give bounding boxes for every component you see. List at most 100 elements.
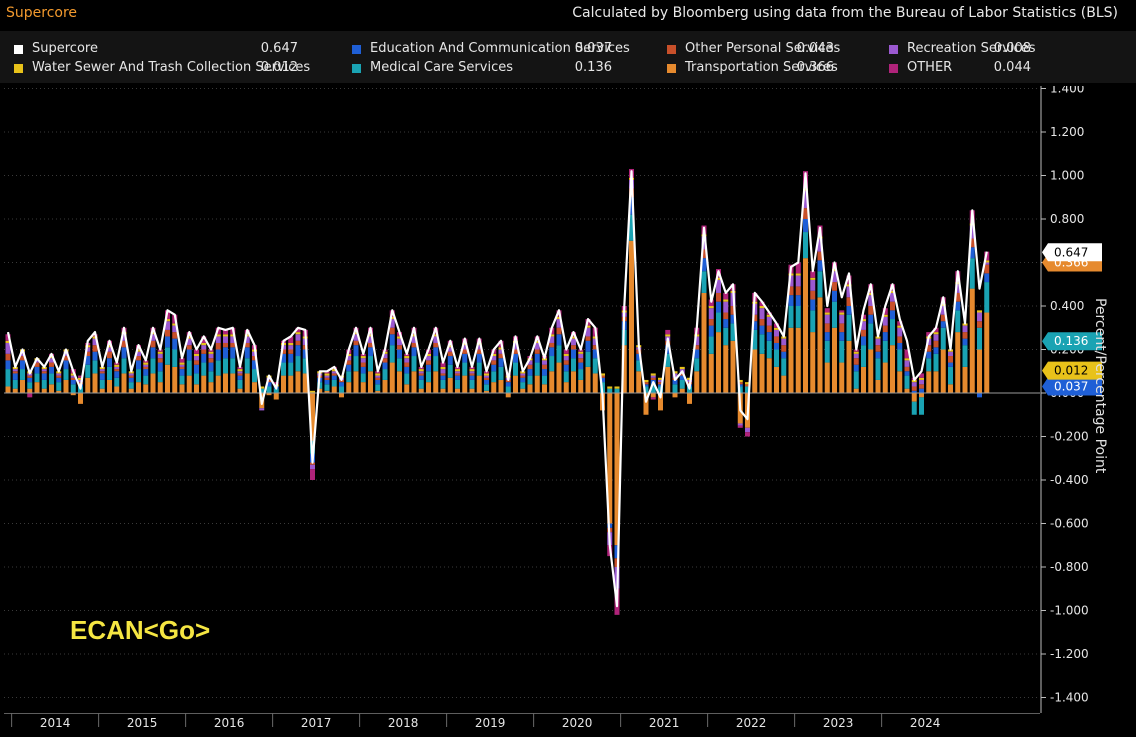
bar-other-personal-services (186, 345, 192, 350)
bar-other-personal-services (940, 314, 946, 322)
bar-education-and-communication-services (252, 360, 257, 370)
bar-recreation-services (766, 316, 772, 326)
bar-other (194, 349, 199, 354)
bar-recreation-services (737, 423, 743, 426)
bar-medical-care-services (223, 358, 228, 374)
bar-other (665, 329, 671, 335)
bar-recreation-services (824, 314, 830, 324)
bar-other-personal-services (56, 375, 62, 378)
bar-medical-care-services (839, 340, 845, 363)
legend-label[interactable]: Medical Care Services (370, 60, 513, 75)
bar-medical-care-services (774, 349, 779, 367)
bar-other-personal-services (375, 377, 381, 380)
bar-other-personal-services (592, 345, 598, 350)
bar-medical-care-services (919, 397, 924, 415)
bar-recreation-services (172, 325, 178, 333)
bar-other-personal-services (911, 386, 917, 391)
bar-education-and-communication-services (919, 388, 924, 393)
bar-other-personal-services (85, 351, 91, 357)
bar-water-sewer-and-trash-collection-services (875, 336, 881, 339)
ecan-watermark: ECAN<Go> (70, 615, 211, 645)
bar-education-and-communication-services (853, 364, 859, 372)
bar-recreation-services (774, 329, 779, 337)
bar-transportation-services (194, 384, 199, 393)
bar-transportation-services (266, 393, 272, 396)
bar-water-sewer-and-trash-collection-services (418, 369, 424, 372)
bar-water-sewer-and-trash-collection-services (672, 371, 678, 374)
bar-medical-care-services (730, 323, 736, 341)
bar-transportation-services (868, 349, 874, 393)
bar-water-sewer-and-trash-collection-services (708, 306, 714, 309)
bar-education-and-communication-services (926, 351, 932, 359)
bar-education-and-communication-services (585, 340, 591, 352)
bar-transportation-services (730, 340, 736, 393)
bar-recreation-services (513, 342, 518, 350)
legend-label[interactable]: Water Sewer And Trash Collection Service… (32, 60, 311, 75)
bar-recreation-services (201, 345, 207, 350)
legend-label[interactable]: Education And Communication Services (370, 41, 630, 56)
bar-recreation-services (324, 375, 330, 378)
bar-recreation-services (186, 338, 192, 346)
bar-education-and-communication-services (534, 353, 540, 363)
bar-education-and-communication-services (911, 390, 917, 393)
bar-recreation-services (397, 338, 402, 346)
bar-education-and-communication-services (121, 347, 127, 359)
bar-other-personal-services (824, 323, 830, 333)
bar-water-sewer-and-trash-collection-services (904, 358, 910, 361)
bar-medical-care-services (824, 340, 830, 363)
bar-recreation-services (911, 382, 917, 387)
bar-other-personal-services (679, 373, 685, 376)
bar-other-personal-services (962, 332, 968, 339)
y-tick-label: 1.200 (1050, 125, 1084, 139)
bar-other-personal-services (353, 340, 359, 346)
bar-education-and-communication-services (861, 336, 866, 346)
bar-other-personal-services (556, 327, 562, 335)
bar-education-and-communication-services (201, 353, 207, 363)
x-tick-label: 2023 (823, 716, 854, 730)
bar-medical-care-services (440, 379, 446, 389)
legend-label[interactable]: Supercore (32, 41, 98, 56)
bar-recreation-services (984, 262, 990, 265)
bar-recreation-services (694, 336, 700, 346)
bar-transportation-services (803, 258, 808, 393)
bar-transportation-services (150, 373, 156, 393)
bar-recreation-services (571, 338, 576, 346)
bar-recreation-services (890, 292, 895, 302)
bar-transportation-services (607, 393, 613, 524)
y-tick-label: -1.400 (1050, 691, 1089, 705)
bar-medical-care-services (56, 382, 62, 391)
bar-water-sewer-and-trash-collection-services (462, 342, 468, 346)
bar-water-sewer-and-trash-collection-services (716, 277, 721, 280)
legend-label[interactable]: Other Personal Services (685, 41, 841, 56)
bar-water-sewer-and-trash-collection-services (70, 373, 76, 376)
bar-education-and-communication-services (41, 373, 47, 380)
legend-label[interactable]: Recreation Services (907, 41, 1036, 56)
bar-medical-care-services (107, 366, 112, 380)
bar-medical-care-services (897, 349, 903, 372)
bar-water-sewer-and-trash-collection-services (839, 312, 845, 315)
bar-transportation-services (911, 393, 917, 402)
bar-recreation-services (527, 360, 533, 365)
legend-label[interactable]: OTHER (907, 60, 953, 75)
bar-education-and-communication-services (984, 273, 990, 283)
bar-medical-care-services (571, 358, 576, 372)
bar-medical-care-services (810, 310, 816, 333)
bar-education-and-communication-services (215, 349, 221, 361)
bar-water-sewer-and-trash-collection-services (157, 351, 163, 354)
bar-transportation-services (288, 375, 294, 393)
bar-water-sewer-and-trash-collection-services (549, 334, 555, 337)
bar-transportation-services (948, 384, 953, 393)
bar-water-sewer-and-trash-collection-services (571, 336, 576, 339)
bar-transportation-services (107, 379, 112, 393)
bar-other-personal-services (890, 301, 895, 311)
bar-transportation-services (629, 240, 634, 393)
bar-other-personal-services (491, 360, 497, 365)
bar-transportation-services (273, 393, 279, 400)
bar-recreation-services (368, 336, 373, 343)
bar-education-and-communication-services (600, 377, 605, 383)
legend-label[interactable]: Transportation Services (685, 60, 838, 75)
bar-transportation-services (157, 382, 163, 393)
bar-education-and-communication-services (368, 347, 373, 357)
bar-water-sewer-and-trash-collection-services (723, 299, 729, 302)
bar-other-personal-services (708, 319, 714, 326)
